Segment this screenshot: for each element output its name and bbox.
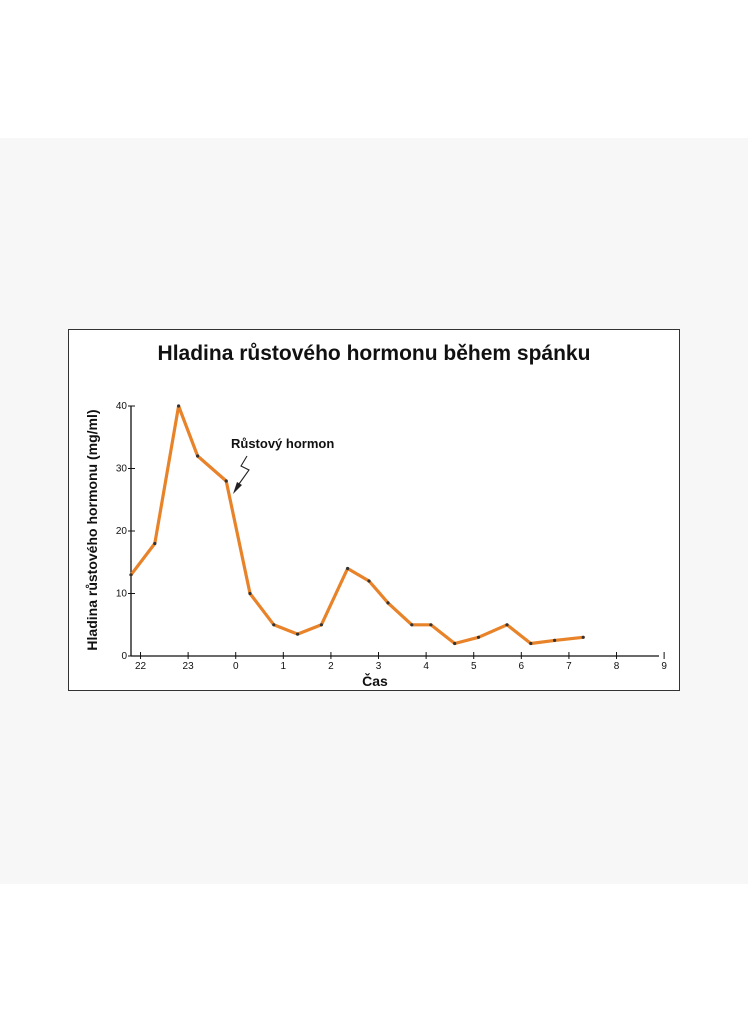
data-point bbox=[177, 404, 181, 408]
x-tick-label: 8 bbox=[614, 661, 620, 672]
x-tick-label: 9 bbox=[661, 661, 667, 672]
data-point bbox=[386, 601, 390, 605]
x-tick-label: 23 bbox=[183, 661, 195, 672]
y-tick-label: 40 bbox=[116, 401, 128, 412]
y-axis-title: Hladina růstového hormonu (mg/ml) bbox=[84, 409, 100, 650]
chart-axes bbox=[130, 406, 659, 657]
data-point bbox=[581, 635, 585, 639]
x-tick-label: 4 bbox=[423, 661, 429, 672]
data-point bbox=[476, 635, 481, 639]
y-tick-label: 10 bbox=[116, 589, 128, 600]
data-point bbox=[153, 541, 157, 546]
y-tick-label: 20 bbox=[116, 526, 128, 537]
x-tick-label: 6 bbox=[519, 661, 525, 672]
data-point bbox=[529, 641, 533, 646]
chart-marks bbox=[129, 404, 585, 646]
data-point bbox=[367, 579, 371, 583]
x-tick-label: 2 bbox=[328, 661, 334, 672]
data-point bbox=[248, 591, 252, 596]
x-tick-label: 0 bbox=[233, 661, 239, 672]
data-point bbox=[224, 479, 228, 483]
annotation: Růstový hormon bbox=[231, 436, 334, 494]
data-point bbox=[410, 623, 414, 627]
annotation-arrow bbox=[238, 455, 250, 485]
x-tick-label: 1 bbox=[281, 661, 287, 672]
series-line bbox=[129, 404, 585, 646]
x-axis-title: Čas bbox=[362, 672, 388, 689]
data-point bbox=[553, 638, 557, 642]
data-point bbox=[196, 454, 200, 458]
annotation-arrowhead bbox=[233, 482, 242, 494]
data-point bbox=[346, 566, 350, 571]
data-point bbox=[296, 632, 300, 636]
y-tick-label: 30 bbox=[116, 464, 128, 475]
data-point bbox=[453, 641, 457, 646]
x-tick-label: 22 bbox=[135, 661, 147, 672]
data-point bbox=[429, 623, 433, 627]
annotation-label: Růstový hormon bbox=[231, 436, 334, 451]
data-point bbox=[505, 623, 509, 627]
data-point bbox=[272, 623, 276, 627]
chart-title: Hladina růstového hormonu během spánku bbox=[157, 342, 591, 365]
chart-card: Hladina růstového hormonu během spánku 0… bbox=[68, 329, 680, 691]
x-tick-label: 5 bbox=[471, 661, 477, 672]
y-tick-label: 0 bbox=[121, 651, 127, 662]
x-tick-label: 3 bbox=[376, 661, 382, 672]
x-tick-label: 7 bbox=[566, 661, 572, 672]
data-point bbox=[129, 573, 133, 577]
data-point bbox=[319, 623, 323, 627]
